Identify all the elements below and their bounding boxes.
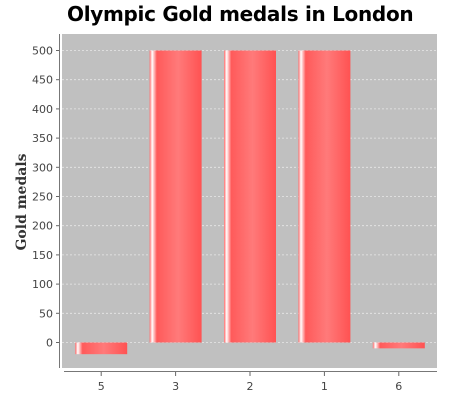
x-tick-label: 3	[172, 380, 179, 393]
bar	[75, 342, 128, 355]
bar	[372, 342, 425, 349]
bars	[75, 50, 425, 355]
y-tick-label: 500	[32, 45, 53, 58]
y-axis-label: Gold medals	[14, 153, 30, 250]
x-tick-label: 6	[395, 380, 402, 393]
y-tick-label: 200	[32, 220, 53, 233]
axes: 0 50 100 150 200 250 300 350 400 450 500 5 3 2 1 6	[32, 34, 437, 393]
bar	[149, 50, 202, 343]
y-tick-label: 350	[32, 132, 53, 145]
x-tick-label: 2	[247, 380, 254, 393]
y-tick-label: 0	[46, 337, 53, 350]
chart-title: Olympic Gold medals in London	[67, 2, 414, 26]
y-tick-label: 150	[32, 249, 53, 262]
x-tick-label: 1	[321, 380, 328, 393]
y-tick-label: 100	[32, 278, 53, 291]
y-tick-label: 400	[32, 103, 53, 116]
bar	[224, 50, 276, 343]
y-tick-label: 50	[39, 307, 53, 320]
y-tick-label: 300	[32, 161, 53, 174]
x-tick-label: 5	[98, 380, 105, 393]
y-tick-label: 450	[32, 74, 53, 87]
y-tick-label: 250	[32, 191, 53, 204]
bar	[298, 50, 351, 343]
